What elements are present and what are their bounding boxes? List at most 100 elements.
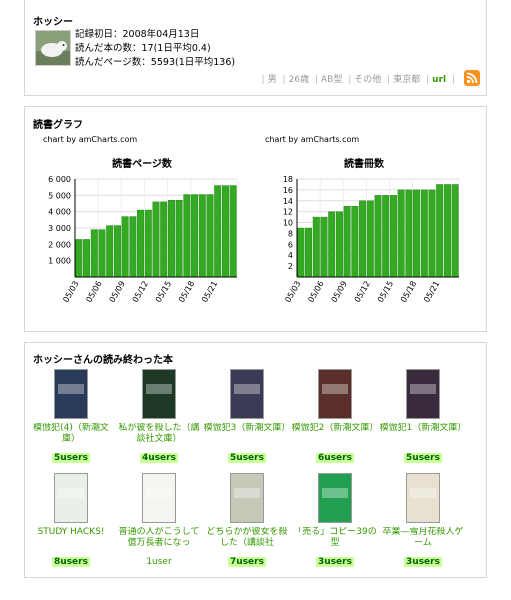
book-item[interactable]: STUDY HACKS! 8users bbox=[27, 473, 115, 568]
book-title-link[interactable]: 「売る」コピー39の型 bbox=[293, 527, 377, 548]
book-cover-icon[interactable] bbox=[142, 473, 176, 523]
bar[interactable] bbox=[152, 201, 160, 278]
book-users-badge[interactable]: 4users bbox=[140, 453, 178, 463]
x-tick-label: 05/21 bbox=[422, 280, 441, 304]
book-users-badge[interactable]: 3users bbox=[404, 557, 442, 567]
book-cover-icon[interactable] bbox=[142, 369, 176, 419]
y-tick-label: 8 bbox=[288, 229, 293, 238]
book-title-link[interactable]: 私が彼を殺した（講談社文庫） bbox=[118, 423, 200, 444]
book-cover-icon[interactable] bbox=[54, 473, 88, 523]
bar[interactable] bbox=[129, 216, 137, 278]
book-cover-icon[interactable] bbox=[318, 369, 352, 419]
bar[interactable] bbox=[320, 216, 328, 278]
book-item[interactable]: 普通の人がこうして億万長者になっ 1user bbox=[115, 473, 203, 568]
bar[interactable] bbox=[328, 211, 336, 278]
bar[interactable] bbox=[175, 200, 183, 278]
bar[interactable] bbox=[160, 201, 168, 278]
bar[interactable] bbox=[137, 209, 145, 278]
y-tick-label: 2 000 bbox=[48, 240, 71, 249]
bar[interactable] bbox=[221, 185, 229, 278]
bar[interactable] bbox=[305, 227, 313, 278]
bar[interactable] bbox=[436, 184, 444, 278]
bar[interactable] bbox=[382, 195, 390, 278]
bar[interactable] bbox=[167, 200, 175, 278]
book-users-badge[interactable]: 1user bbox=[146, 557, 172, 567]
book-title-link[interactable]: 模倣犯2（新潮文庫） bbox=[291, 423, 379, 433]
bar[interactable] bbox=[443, 184, 451, 278]
book-item[interactable]: 模倣犯2（新潮文庫） 6users bbox=[291, 369, 379, 464]
book-item[interactable]: 模倣犯3（新潮文庫） 5users bbox=[203, 369, 291, 464]
bar[interactable] bbox=[90, 229, 98, 278]
book-cover-icon[interactable] bbox=[230, 369, 264, 419]
book-title-link[interactable]: どちらかが彼女を殺した（講談社 bbox=[206, 527, 288, 548]
bar[interactable] bbox=[144, 209, 152, 278]
tag-occupation: その他 bbox=[354, 75, 382, 85]
book-cover-icon[interactable] bbox=[54, 369, 88, 419]
y-tick-label: 12 bbox=[283, 208, 293, 217]
avatar[interactable] bbox=[35, 30, 71, 66]
book-item[interactable]: 模倣犯1（新潮文庫） 5users bbox=[379, 369, 467, 464]
bar[interactable] bbox=[214, 185, 222, 278]
books-chart[interactable]: chart by amCharts.com 読書冊数 2 4 6 8 10 12 14 16 1… bbox=[259, 131, 469, 329]
bar[interactable] bbox=[351, 206, 359, 278]
bar[interactable] bbox=[83, 239, 91, 278]
book-cover-icon[interactable] bbox=[230, 473, 264, 523]
bar[interactable] bbox=[121, 216, 129, 278]
book-title-link[interactable]: 模倣犯1（新潮文庫） bbox=[379, 423, 467, 433]
bar[interactable] bbox=[420, 189, 428, 278]
book-users-badge[interactable]: 5users bbox=[228, 453, 266, 463]
bar[interactable] bbox=[113, 225, 121, 278]
book-users-badge[interactable]: 5users bbox=[52, 453, 90, 463]
bar[interactable] bbox=[106, 225, 114, 278]
bar[interactable] bbox=[374, 195, 382, 278]
bar[interactable] bbox=[366, 200, 374, 278]
book-item[interactable]: どちらかが彼女を殺した（講談社 7users bbox=[203, 473, 291, 568]
bar[interactable] bbox=[297, 227, 305, 278]
book-title-link[interactable]: STUDY HACKS! bbox=[37, 527, 105, 537]
bar[interactable] bbox=[335, 211, 343, 278]
x-tick-label: 05/12 bbox=[131, 280, 150, 304]
x-tick-label: 05/18 bbox=[399, 280, 418, 304]
book-users-badge[interactable]: 6users bbox=[316, 453, 354, 463]
bar[interactable] bbox=[191, 194, 199, 278]
book-item[interactable]: 卒業―雪月花殺人ゲーム 3users bbox=[379, 473, 467, 568]
book-title-link[interactable]: 卒業―雪月花殺人ゲーム bbox=[382, 527, 464, 548]
bar[interactable] bbox=[183, 194, 191, 278]
bar[interactable] bbox=[75, 239, 83, 278]
x-tick-label: 05/03 bbox=[61, 280, 80, 304]
x-tick-label: 05/06 bbox=[84, 280, 103, 304]
book-cover-icon[interactable] bbox=[406, 473, 440, 523]
bar[interactable] bbox=[428, 189, 436, 278]
bar[interactable] bbox=[98, 229, 106, 278]
book-cover-icon[interactable] bbox=[406, 369, 440, 419]
book-title-link[interactable]: 普通の人がこうして億万長者になっ bbox=[118, 527, 200, 548]
book-users-badge[interactable]: 5users bbox=[404, 453, 442, 463]
bar[interactable] bbox=[359, 200, 367, 278]
book-users-badge[interactable]: 3users bbox=[316, 557, 354, 567]
avatar-image-icon bbox=[36, 31, 70, 65]
bar[interactable] bbox=[397, 189, 405, 278]
bar[interactable] bbox=[451, 184, 459, 278]
profile-url-link[interactable]: url bbox=[432, 75, 447, 85]
book-item[interactable]: 私が彼を殺した（講談社文庫） 4users bbox=[115, 369, 203, 464]
book-item[interactable]: 模倣犯(4)（新潮文庫） 5users bbox=[27, 369, 115, 464]
y-tick-label: 14 bbox=[283, 197, 293, 206]
bar[interactable] bbox=[312, 216, 320, 278]
rss-icon[interactable] bbox=[464, 70, 480, 86]
pages-chart[interactable]: chart by amCharts.com 読書ページ数 1 000 2 000 3… bbox=[37, 131, 247, 329]
book-title-link[interactable]: 模倣犯(4)（新潮文庫） bbox=[33, 423, 109, 444]
y-tick-label: 1 000 bbox=[48, 257, 71, 266]
bar[interactable] bbox=[343, 206, 351, 278]
bar[interactable] bbox=[229, 185, 237, 278]
bar[interactable] bbox=[405, 189, 413, 278]
book-users-badge[interactable]: 8users bbox=[52, 557, 90, 567]
book-item[interactable]: 「売る」コピー39の型 3users bbox=[291, 473, 379, 568]
x-tick-label: 05/03 bbox=[283, 280, 302, 304]
book-cover-icon[interactable] bbox=[318, 473, 352, 523]
bar[interactable] bbox=[413, 189, 421, 278]
book-title-link[interactable]: 模倣犯3（新潮文庫） bbox=[203, 423, 291, 433]
bar[interactable] bbox=[206, 194, 214, 278]
book-users-badge[interactable]: 7users bbox=[228, 557, 266, 567]
bar[interactable] bbox=[198, 194, 206, 278]
bar[interactable] bbox=[389, 195, 397, 278]
